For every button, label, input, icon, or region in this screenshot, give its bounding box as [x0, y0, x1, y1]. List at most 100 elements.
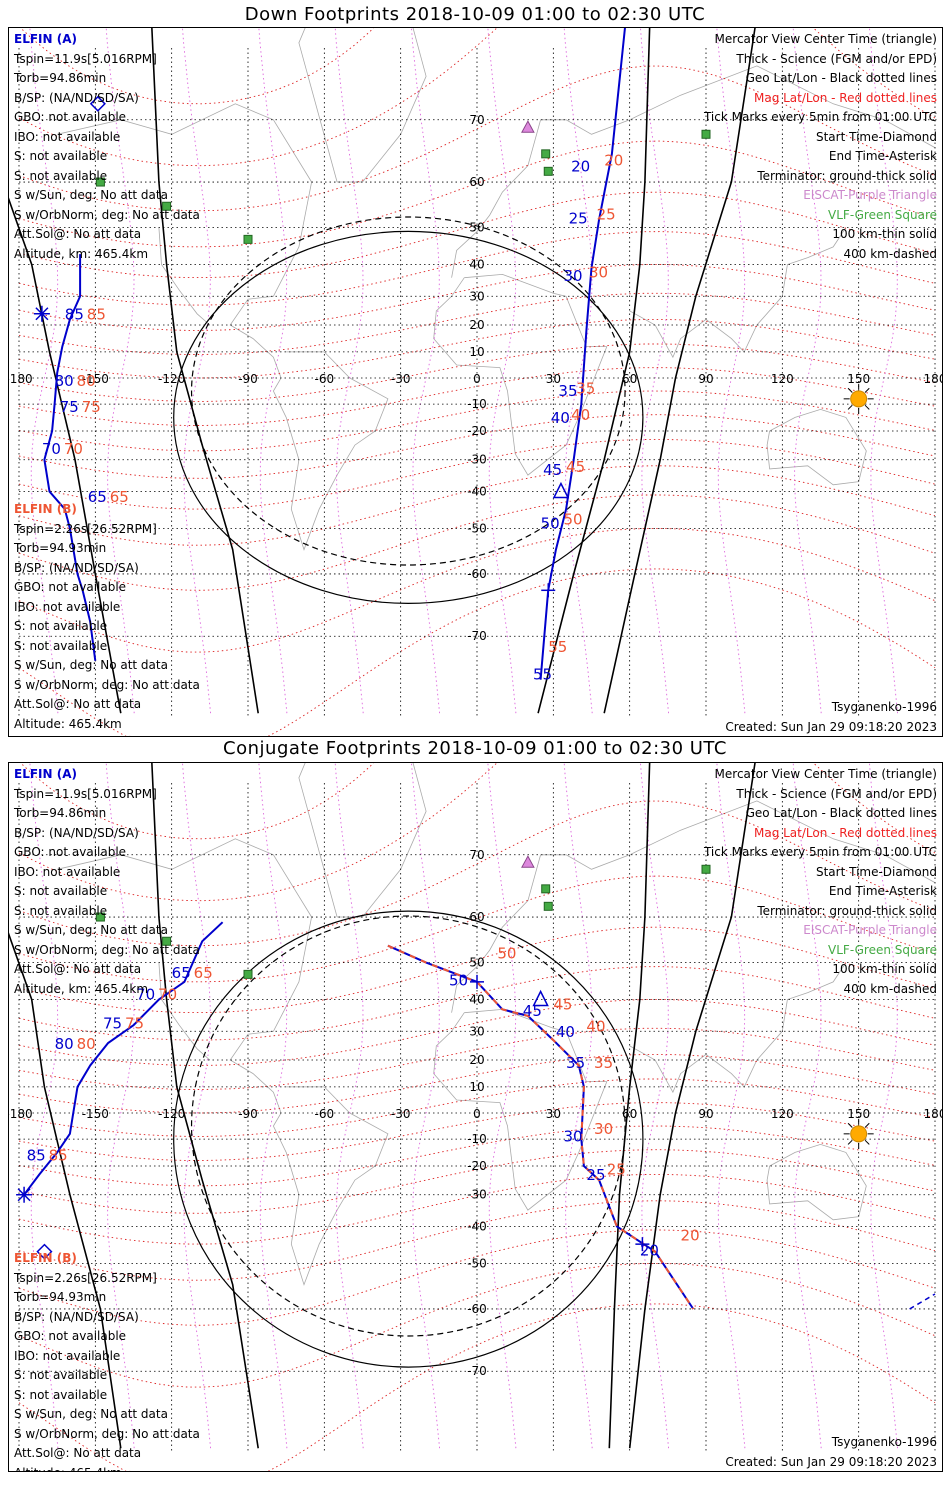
elfin-b-line: S w/OrbNorm, deg: No att data: [14, 677, 200, 692]
sun-icon: [843, 1118, 874, 1149]
legend-item: Mercator View Center Time (triangle): [714, 767, 937, 781]
lon-tick-label: -180: [9, 1107, 33, 1121]
lon-tick-label: 0: [473, 372, 481, 386]
terminator-line: [603, 28, 756, 714]
mag-lon-line: [182, 28, 212, 714]
legend-item: Mag Lat/Lon - Red dotted lines: [753, 825, 937, 840]
legend-item: 400 km-dashed: [843, 981, 937, 996]
vlf-square-icon: [162, 936, 172, 946]
terminator-line: [151, 28, 259, 714]
legend-item: Start Time-Diamond: [815, 129, 937, 144]
map-panel-down-footprints: -180 -150 -120 -90 -60 -30 0 30 60 90 120 150 180 70 6…: [8, 27, 943, 737]
lat-tick-label: 40: [469, 257, 484, 271]
lat-tick-label: -70: [467, 629, 487, 643]
elfin-b-tick-label: 65: [194, 964, 213, 982]
model-label: Tsyganenko-1996: [831, 1435, 937, 1449]
vlf-square-icon: [162, 201, 172, 211]
elfin-a-tick-label: 35: [566, 1054, 585, 1072]
vlf-square-icon: [95, 912, 105, 922]
elfin-a-line: Torb=94.86min: [14, 71, 107, 85]
elfin-b-line: GBO: not available: [14, 580, 127, 594]
elfin-a-tick-label: 65: [88, 488, 107, 506]
sun-ray: [864, 1122, 870, 1128]
elfin-a-title: ELFIN (A): [14, 767, 77, 781]
coastline: [433, 273, 608, 476]
elfin-a-line: S w/OrbNorm, deg: No att data: [14, 942, 200, 957]
mag-lon-line: [563, 763, 593, 1449]
crosshair-icon: [541, 583, 556, 598]
legend-item: Geo Lat/Lon - Black dotted lines: [745, 806, 937, 820]
elfin-a-tick-label: 25: [586, 1166, 605, 1184]
elfin-b-line: S w/Sun, deg: No att data: [14, 658, 168, 672]
lon-tick-label: 120: [771, 1107, 794, 1121]
mag-lon-line: [487, 763, 517, 1449]
elfin-a-tick-label: 70: [136, 985, 155, 1003]
asterisk-stroke: [17, 1188, 31, 1202]
lon-tick-label: -30: [391, 372, 411, 386]
created-timestamp: Created: Sun Jan 29 09:18:20 2023: [725, 1455, 937, 1469]
elfin-a-line: GBO: not available: [14, 110, 127, 124]
coastline: [766, 1143, 867, 1221]
elfin-b-title: ELFIN (B): [14, 1251, 77, 1265]
mag-lon-line: [869, 763, 899, 1449]
elfin-a-tick-label: 40: [556, 1023, 575, 1041]
elfin-b-tick-label: 85: [49, 1147, 68, 1165]
elfin-b-tick-label: 20: [604, 152, 623, 170]
vlf-square-icon: [701, 129, 711, 139]
elfin-a-line: Tspin=11.9s[5.016RPM]: [14, 786, 157, 801]
elfin-b-tick-label: 70: [158, 985, 177, 1003]
legend-item: VLF-Green Square: [828, 942, 937, 957]
lon-tick-label: 30: [546, 1107, 561, 1121]
elfin-b-track: [387, 944, 695, 1310]
elfin-b-line: S: not available: [14, 619, 108, 633]
lat-tick-label: -40: [467, 1220, 487, 1234]
terminator-line: [537, 28, 651, 714]
mag-lon-line: [105, 28, 135, 714]
lon-tick-label: 180: [924, 1107, 942, 1121]
elfin-b-tick-label: 85: [87, 305, 106, 323]
elfin-a-track-b-segment: [539, 28, 626, 680]
elfin-a-line: S: not available: [14, 149, 108, 163]
elfin-a-info: ELFIN (A) Tspin=11.9s[5.016RPM] Torb=94.…: [14, 30, 200, 264]
mag-lat-line: [18, 1149, 936, 1214]
elfin-a-line: S w/Sun, deg: No att data: [14, 923, 168, 937]
elfin-b-tick-label: 80: [77, 1035, 96, 1053]
elfin-a-tick-label: 20: [640, 1241, 659, 1259]
elfin-b-tick-label: 80: [77, 372, 96, 390]
lon-tick-label: -180: [9, 372, 33, 386]
elfin-a-track: [23, 921, 224, 1196]
legend-item: VLF-Green Square: [828, 207, 937, 222]
lon-tick-label: 0: [473, 1107, 481, 1121]
end-time-asterisk-icon: [33, 305, 50, 322]
elfin-a-line: Att.Sol@: No att data: [14, 227, 142, 241]
mag-lon-line: [792, 28, 822, 714]
coastline: [57, 838, 389, 1286]
legend-item: Geo Lat/Lon - Black dotted lines: [745, 71, 937, 85]
vlf-square-icon: [243, 969, 253, 979]
elfin-a-tick-label: 40: [551, 409, 570, 427]
lat-tick-label: 50: [469, 956, 484, 970]
mag-lon-line: [411, 763, 441, 1449]
elfin-b-line: IBO: not available: [14, 599, 121, 614]
legend-item: Start Time-Diamond: [815, 864, 937, 879]
elfin-a-line: S w/Sun, deg: No att data: [14, 188, 168, 202]
elfin-a-tick-label: 50: [541, 514, 560, 532]
terminator-line: [9, 197, 122, 714]
lat-tick-label: 20: [469, 1053, 484, 1067]
elfin-a-tick-label: 55: [533, 666, 552, 684]
asterisk-stroke: [35, 307, 49, 321]
mag-lon-line: [487, 28, 517, 714]
sun-ray: [864, 387, 870, 393]
vlf-square-icon: [543, 901, 553, 911]
panel-2-title: Conjugate Footprints 2018-10-09 01:00 to…: [223, 738, 727, 759]
lat-tick-label: -10: [467, 397, 487, 411]
created-timestamp: Created: Sun Jan 29 09:18:20 2023: [725, 720, 937, 734]
elfin-a-line: Altitude, km: 465.4km: [14, 246, 149, 261]
legend-item: Mag Lat/Lon - Red dotted lines: [753, 90, 937, 105]
elfin-b-line: S: not available: [14, 1387, 108, 1402]
map-layers: -180 -150 -120 -90 -60 -30 0 30 60 90 120 150 180 70 6…: [9, 28, 942, 736]
mag-lon-line: [563, 28, 593, 714]
lat-tick-label: -10: [467, 1132, 487, 1146]
footprint-100km-solid: [173, 230, 644, 605]
elfin-a-info: ELFIN (A) Tspin=11.9s[5.016RPM] Torb=94.…: [14, 765, 200, 999]
